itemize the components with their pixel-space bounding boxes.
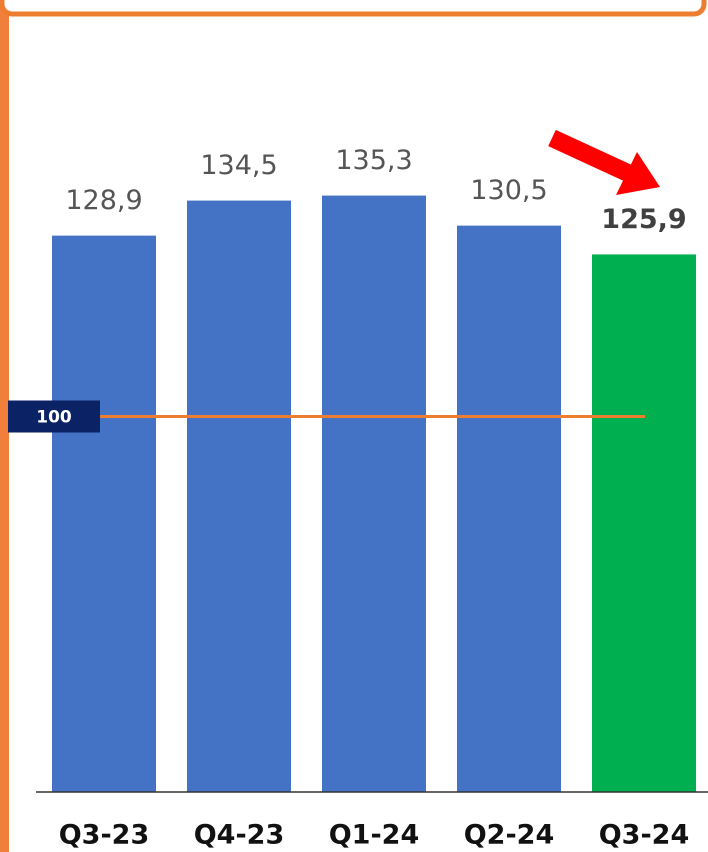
- arrow: [548, 129, 660, 195]
- bar: [187, 200, 291, 792]
- bar: [52, 235, 156, 793]
- title-box: [0, 0, 707, 17]
- value-label: 135,3: [335, 145, 412, 176]
- x-tick-label: Q1-24: [329, 820, 420, 851]
- x-tick-label: Q3-24: [599, 820, 690, 851]
- reference-label: 100: [36, 408, 72, 428]
- value-label: 128,9: [65, 185, 142, 216]
- x-tick-label: Q3-23: [59, 820, 150, 851]
- reference-label-box: [8, 400, 100, 433]
- bar: [457, 225, 561, 792]
- value-label: 130,5: [470, 175, 547, 206]
- value-label: 134,5: [200, 150, 277, 181]
- value-label: 125,9: [601, 204, 686, 235]
- bar: [322, 195, 426, 793]
- x-tick-label: Q2-24: [464, 820, 555, 851]
- side-border: [0, 0, 9, 852]
- x-tick-label: Q4-23: [194, 820, 285, 851]
- bar: [592, 254, 696, 792]
